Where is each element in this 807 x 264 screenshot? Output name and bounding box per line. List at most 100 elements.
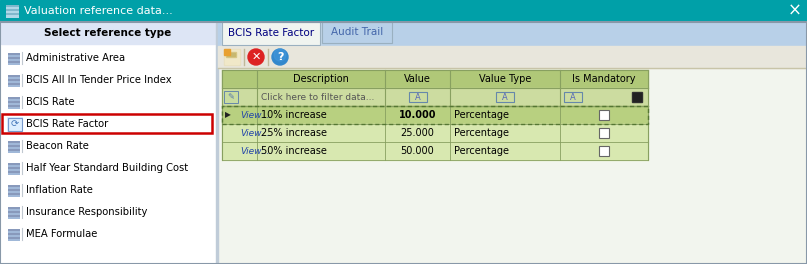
- Bar: [8, 237, 20, 241]
- Text: ⟳: ⟳: [11, 120, 19, 130]
- Text: 10.000: 10.000: [399, 110, 437, 120]
- Text: Value Type: Value Type: [479, 74, 531, 84]
- Bar: [225, 50, 239, 64]
- Bar: [8, 101, 20, 103]
- Bar: [8, 233, 20, 235]
- Bar: [8, 61, 20, 63]
- Text: 50.000: 50.000: [400, 146, 434, 156]
- Bar: [1, 23, 215, 263]
- Bar: [218, 23, 806, 263]
- Bar: [1, 22, 215, 44]
- Bar: [6, 5, 19, 7]
- Bar: [222, 124, 648, 142]
- Bar: [8, 149, 20, 151]
- Bar: [222, 22, 320, 45]
- Bar: [8, 97, 20, 101]
- Bar: [8, 215, 20, 219]
- Bar: [8, 185, 20, 187]
- Text: Administrative Area: Administrative Area: [26, 53, 125, 63]
- Bar: [8, 75, 20, 77]
- Text: ×: ×: [788, 2, 802, 20]
- Bar: [8, 171, 20, 173]
- Bar: [8, 193, 20, 195]
- Bar: [8, 163, 20, 167]
- Bar: [8, 207, 20, 209]
- Bar: [8, 57, 20, 61]
- Bar: [8, 207, 20, 211]
- Text: BCIS Rate Factor: BCIS Rate Factor: [26, 119, 108, 129]
- Bar: [8, 79, 20, 81]
- Bar: [218, 22, 806, 46]
- Bar: [222, 106, 648, 124]
- Bar: [2, 114, 212, 133]
- Bar: [8, 149, 20, 153]
- Text: Percentage: Percentage: [454, 128, 509, 138]
- Text: A: A: [502, 92, 508, 101]
- Bar: [8, 229, 20, 233]
- Bar: [8, 189, 20, 193]
- Bar: [224, 91, 238, 103]
- Text: Half Year Standard Building Cost: Half Year Standard Building Cost: [26, 163, 188, 173]
- Text: Description: Description: [293, 74, 349, 84]
- Bar: [564, 92, 582, 102]
- Text: View...: View...: [240, 147, 270, 155]
- Circle shape: [272, 49, 288, 65]
- Bar: [222, 70, 648, 88]
- Text: Inflation Rate: Inflation Rate: [26, 185, 93, 195]
- Bar: [224, 49, 230, 55]
- Bar: [222, 142, 648, 160]
- Text: Valuation reference data...: Valuation reference data...: [24, 6, 173, 16]
- Bar: [6, 5, 19, 10]
- Bar: [633, 93, 641, 101]
- Bar: [8, 189, 20, 191]
- Bar: [599, 146, 609, 156]
- Text: BCIS Rate Factor: BCIS Rate Factor: [228, 28, 314, 38]
- Text: Click here to filter data...: Click here to filter data...: [261, 92, 374, 101]
- Bar: [8, 75, 20, 79]
- Circle shape: [274, 49, 286, 61]
- Bar: [8, 145, 20, 147]
- Bar: [8, 141, 20, 145]
- Text: A: A: [415, 92, 420, 101]
- Bar: [8, 185, 20, 189]
- Text: Is Mandatory: Is Mandatory: [572, 74, 636, 84]
- Bar: [8, 163, 20, 165]
- Bar: [8, 118, 22, 131]
- Bar: [8, 141, 20, 143]
- Bar: [227, 53, 235, 56]
- Bar: [8, 211, 20, 213]
- Bar: [496, 92, 514, 102]
- Bar: [8, 83, 20, 87]
- Text: Insurance Responsibility: Insurance Responsibility: [26, 207, 148, 217]
- Bar: [599, 128, 609, 138]
- Text: Percentage: Percentage: [454, 110, 509, 120]
- Text: Beacon Rate: Beacon Rate: [26, 141, 89, 151]
- Bar: [8, 101, 20, 105]
- Bar: [599, 110, 609, 120]
- Bar: [216, 23, 218, 263]
- Bar: [8, 233, 20, 237]
- Circle shape: [248, 49, 264, 65]
- Bar: [8, 215, 20, 217]
- Bar: [6, 13, 19, 15]
- Bar: [408, 92, 427, 102]
- Bar: [222, 22, 320, 45]
- Bar: [8, 105, 20, 109]
- Bar: [8, 145, 20, 149]
- Bar: [8, 79, 20, 83]
- Bar: [322, 22, 392, 43]
- Text: Value: Value: [404, 74, 431, 84]
- Text: 10% increase: 10% increase: [261, 110, 327, 120]
- Bar: [6, 9, 19, 14]
- Bar: [0, 0, 807, 22]
- Text: A: A: [570, 92, 576, 101]
- Text: Percentage: Percentage: [454, 146, 509, 156]
- Bar: [8, 105, 20, 107]
- Bar: [7, 117, 23, 132]
- Text: View...: View...: [240, 111, 270, 120]
- Bar: [218, 46, 806, 68]
- Bar: [8, 211, 20, 215]
- Bar: [226, 52, 236, 57]
- Text: ?: ?: [277, 52, 283, 62]
- Bar: [224, 91, 238, 103]
